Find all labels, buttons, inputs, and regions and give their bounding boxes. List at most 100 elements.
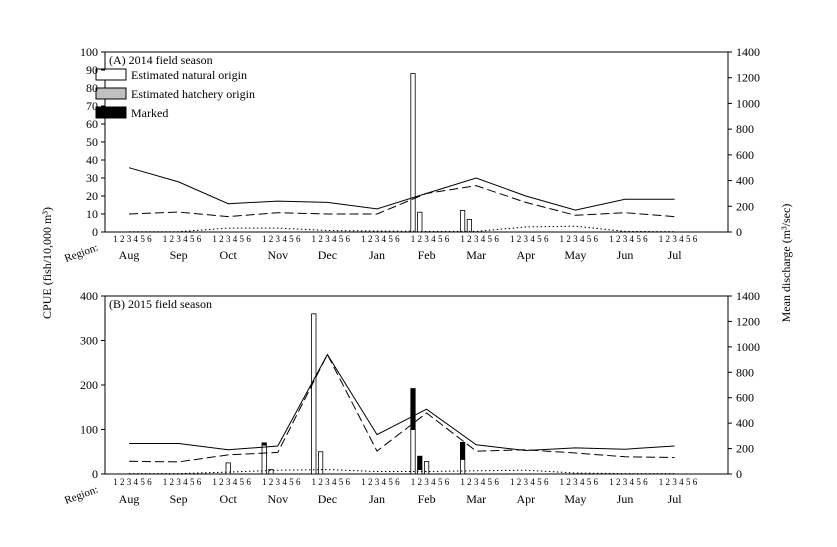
region-tick-label: 5	[289, 234, 294, 244]
region-tick-label: 2	[616, 234, 621, 244]
region-tick-label: 4	[233, 234, 238, 244]
region-tick-label: 1	[163, 477, 168, 487]
region-tick-label: 4	[282, 477, 287, 487]
region-tick-label: 1	[411, 477, 416, 487]
region-tick-label: 2	[616, 477, 621, 487]
region-tick-label: 5	[537, 477, 542, 487]
bar-marked	[261, 442, 267, 446]
region-tick-label: 5	[388, 477, 393, 487]
region-tick-label: 2	[120, 234, 125, 244]
region-tick-label: 5	[438, 234, 443, 244]
bar-natural	[261, 444, 267, 475]
month-label: Mar	[466, 492, 486, 506]
region-tick-label: 1	[361, 477, 366, 487]
region-tick-label: 6	[395, 477, 400, 487]
y-tick-label: 400	[80, 289, 98, 303]
month-label: Nov	[267, 492, 288, 506]
y2-tick-label: 1400	[736, 289, 760, 303]
region-tick-label: 4	[134, 234, 139, 244]
region-tick-label: 1	[212, 477, 217, 487]
month-label: Oct	[220, 248, 238, 262]
region-tick-label: 5	[240, 234, 245, 244]
region-tick-label: 3	[127, 234, 132, 244]
region-tick-label: 4	[679, 477, 684, 487]
month-label: Jun	[617, 492, 634, 506]
region-tick-label: 2	[269, 477, 274, 487]
month-label: May	[564, 248, 586, 262]
region-tick-label: 4	[481, 234, 486, 244]
region-tick-label: 3	[176, 234, 181, 244]
bar-marked	[410, 388, 416, 430]
y-tick-label: 10	[86, 207, 98, 221]
region-tick-label: 4	[530, 234, 535, 244]
region-tick-label: 1	[609, 477, 614, 487]
region-tick-label: 6	[296, 234, 301, 244]
y-tick-label: 80	[86, 81, 98, 95]
month-label: Dec	[318, 492, 337, 506]
region-tick-label: 1	[560, 234, 565, 244]
region-tick-label: 6	[594, 234, 599, 244]
bar-marked	[459, 442, 466, 460]
region-tick-label: 6	[346, 477, 351, 487]
region-tick-label: 4	[630, 477, 635, 487]
legend-label-natural: Estimated natural origin	[131, 68, 247, 82]
y2-tick-label: 0	[736, 467, 742, 481]
discharge-line-dotted	[129, 225, 675, 233]
region-tick-label: 5	[140, 234, 145, 244]
region-tick-label: 6	[544, 477, 549, 487]
region-tick-label: 3	[474, 234, 479, 244]
y-tick-label: 100	[80, 423, 98, 437]
region-tick-label: 5	[190, 477, 195, 487]
month-label: Dec	[318, 248, 337, 262]
region-tick-label: 2	[566, 234, 571, 244]
region-tick-label: 4	[530, 477, 535, 487]
region-tick-label: 6	[346, 234, 351, 244]
region-tick-label: 3	[474, 477, 479, 487]
y2-tick-label: 400	[736, 416, 754, 430]
panel-a-2014: (A) 2014 field season Estimated natural …	[63, 45, 760, 265]
y2-tick-label: 1000	[736, 96, 760, 110]
month-label: Apr	[516, 492, 535, 506]
region-tick-label: 1	[411, 234, 416, 244]
region-tick-label: 2	[219, 234, 224, 244]
region-tick-label: 1	[659, 234, 664, 244]
panel-b-title: (B) 2015 field season	[109, 297, 212, 311]
region-tick-label: 4	[431, 477, 436, 487]
region-tick-label: 3	[573, 234, 578, 244]
region-tick-label: 1	[659, 477, 664, 487]
region-tick-label: 2	[418, 477, 423, 487]
y-tick-label: 70	[86, 99, 98, 113]
y2-tick-label: 1400	[736, 45, 760, 59]
legend: Estimated natural origin Estimated hatch…	[95, 68, 255, 120]
y-tick-label: 30	[86, 171, 98, 185]
region-tick-label: 1	[510, 477, 515, 487]
month-label: Jan	[369, 492, 385, 506]
region-tick-label: 6	[147, 477, 152, 487]
region-tick-label: 6	[643, 234, 648, 244]
region-tick-label: 4	[134, 477, 139, 487]
region-tick-label: 1	[460, 234, 465, 244]
region-tick-label: 6	[494, 234, 499, 244]
region-tick-label: 6	[445, 234, 450, 244]
bar-natural	[459, 458, 466, 475]
region-tick-label: 2	[418, 234, 423, 244]
region-tick-label: 3	[672, 234, 677, 244]
legend-label-marked: Marked	[131, 106, 168, 120]
y2-tick-label: 1000	[736, 340, 760, 354]
y2-tick-label: 800	[736, 365, 754, 379]
region-tick-label: 4	[332, 477, 337, 487]
region-tick-label: 3	[176, 477, 181, 487]
month-label: Sep	[170, 492, 188, 506]
region-tick-label: 4	[580, 234, 585, 244]
bar-natural	[225, 462, 231, 475]
region-tick-label: 6	[395, 234, 400, 244]
region-tick-label: 5	[289, 477, 294, 487]
region-tick-label: 1	[312, 477, 317, 487]
region-tick-label: 4	[580, 477, 585, 487]
region-tick-label: 3	[524, 477, 529, 487]
region-tick-label: 6	[594, 477, 599, 487]
region-tick-label: 4	[630, 234, 635, 244]
region-tick-label: 5	[339, 234, 344, 244]
y2-tick-label: 1200	[736, 71, 760, 85]
month-label: Jul	[668, 248, 683, 262]
